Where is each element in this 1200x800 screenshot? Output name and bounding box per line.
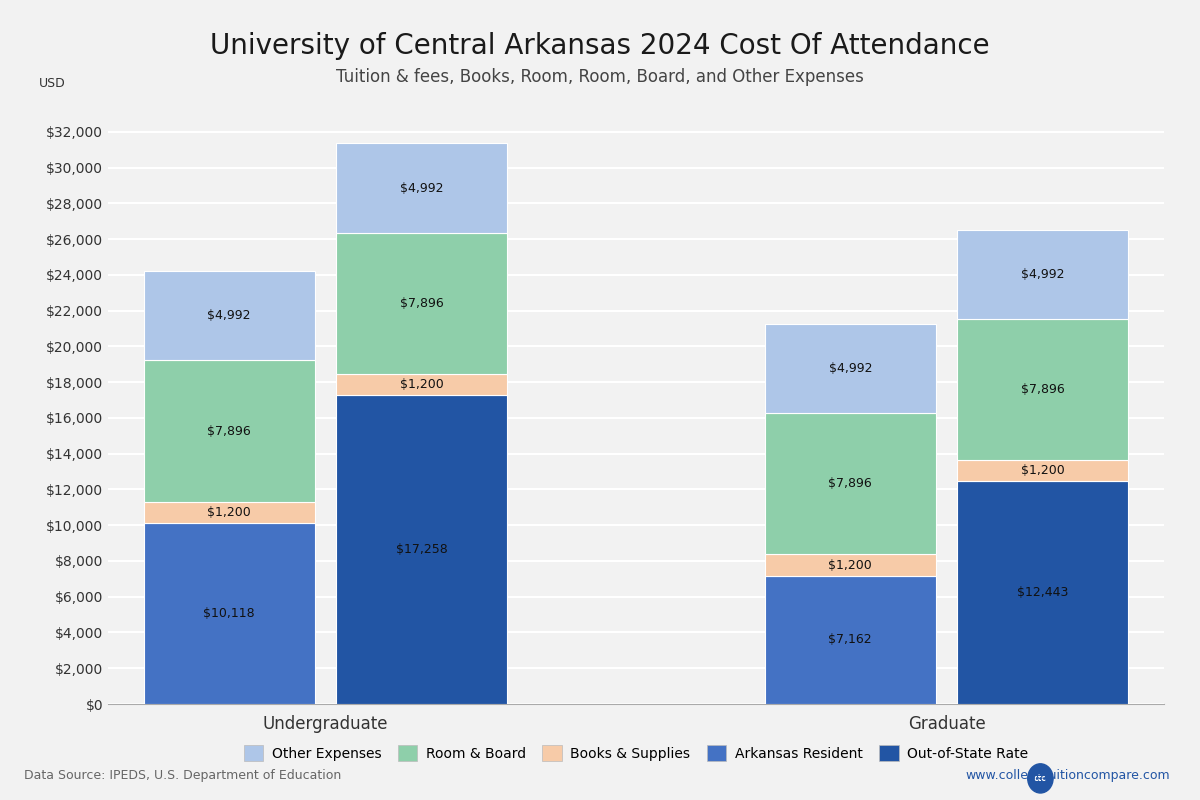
Bar bbox=[958, 319, 1128, 460]
Bar bbox=[336, 374, 508, 395]
Bar bbox=[764, 554, 936, 576]
Bar bbox=[336, 143, 508, 233]
Text: $4,992: $4,992 bbox=[1021, 268, 1064, 281]
Text: USD: USD bbox=[40, 77, 66, 90]
Text: $7,896: $7,896 bbox=[400, 297, 444, 310]
Bar bbox=[764, 576, 936, 704]
Text: $1,200: $1,200 bbox=[1021, 464, 1064, 478]
Text: $17,258: $17,258 bbox=[396, 543, 448, 556]
Text: $7,162: $7,162 bbox=[828, 634, 872, 646]
Circle shape bbox=[1027, 764, 1054, 793]
Bar bbox=[144, 271, 314, 361]
Bar bbox=[144, 502, 314, 523]
Legend: Other Expenses, Room & Board, Books & Supplies, Arkansas Resident, Out-of-State : Other Expenses, Room & Board, Books & Su… bbox=[239, 740, 1033, 767]
Bar bbox=[958, 482, 1128, 704]
Text: $4,992: $4,992 bbox=[400, 182, 444, 194]
Bar bbox=[144, 361, 314, 502]
Bar bbox=[958, 460, 1128, 482]
Text: $1,200: $1,200 bbox=[208, 506, 251, 519]
Text: $1,200: $1,200 bbox=[400, 378, 444, 391]
Text: Data Source: IPEDS, U.S. Department of Education: Data Source: IPEDS, U.S. Department of E… bbox=[24, 770, 341, 782]
Text: ctc: ctc bbox=[1034, 774, 1046, 783]
Text: $7,896: $7,896 bbox=[828, 478, 872, 490]
Text: $4,992: $4,992 bbox=[828, 362, 872, 375]
Bar bbox=[764, 324, 936, 414]
Bar bbox=[144, 523, 314, 704]
Text: $7,896: $7,896 bbox=[1021, 383, 1064, 396]
Text: $12,443: $12,443 bbox=[1018, 586, 1068, 599]
Text: $4,992: $4,992 bbox=[208, 310, 251, 322]
Bar bbox=[336, 233, 508, 374]
Bar bbox=[958, 230, 1128, 319]
Text: University of Central Arkansas 2024 Cost Of Attendance: University of Central Arkansas 2024 Cost… bbox=[210, 32, 990, 60]
Text: www.collegetuitioncompare.com: www.collegetuitioncompare.com bbox=[965, 770, 1170, 782]
Bar bbox=[336, 395, 508, 704]
Text: Tuition & fees, Books, Room, Room, Board, and Other Expenses: Tuition & fees, Books, Room, Room, Board… bbox=[336, 68, 864, 86]
Bar bbox=[764, 414, 936, 554]
Text: $1,200: $1,200 bbox=[828, 558, 872, 572]
Text: $10,118: $10,118 bbox=[203, 607, 254, 620]
Text: $7,896: $7,896 bbox=[208, 425, 251, 438]
